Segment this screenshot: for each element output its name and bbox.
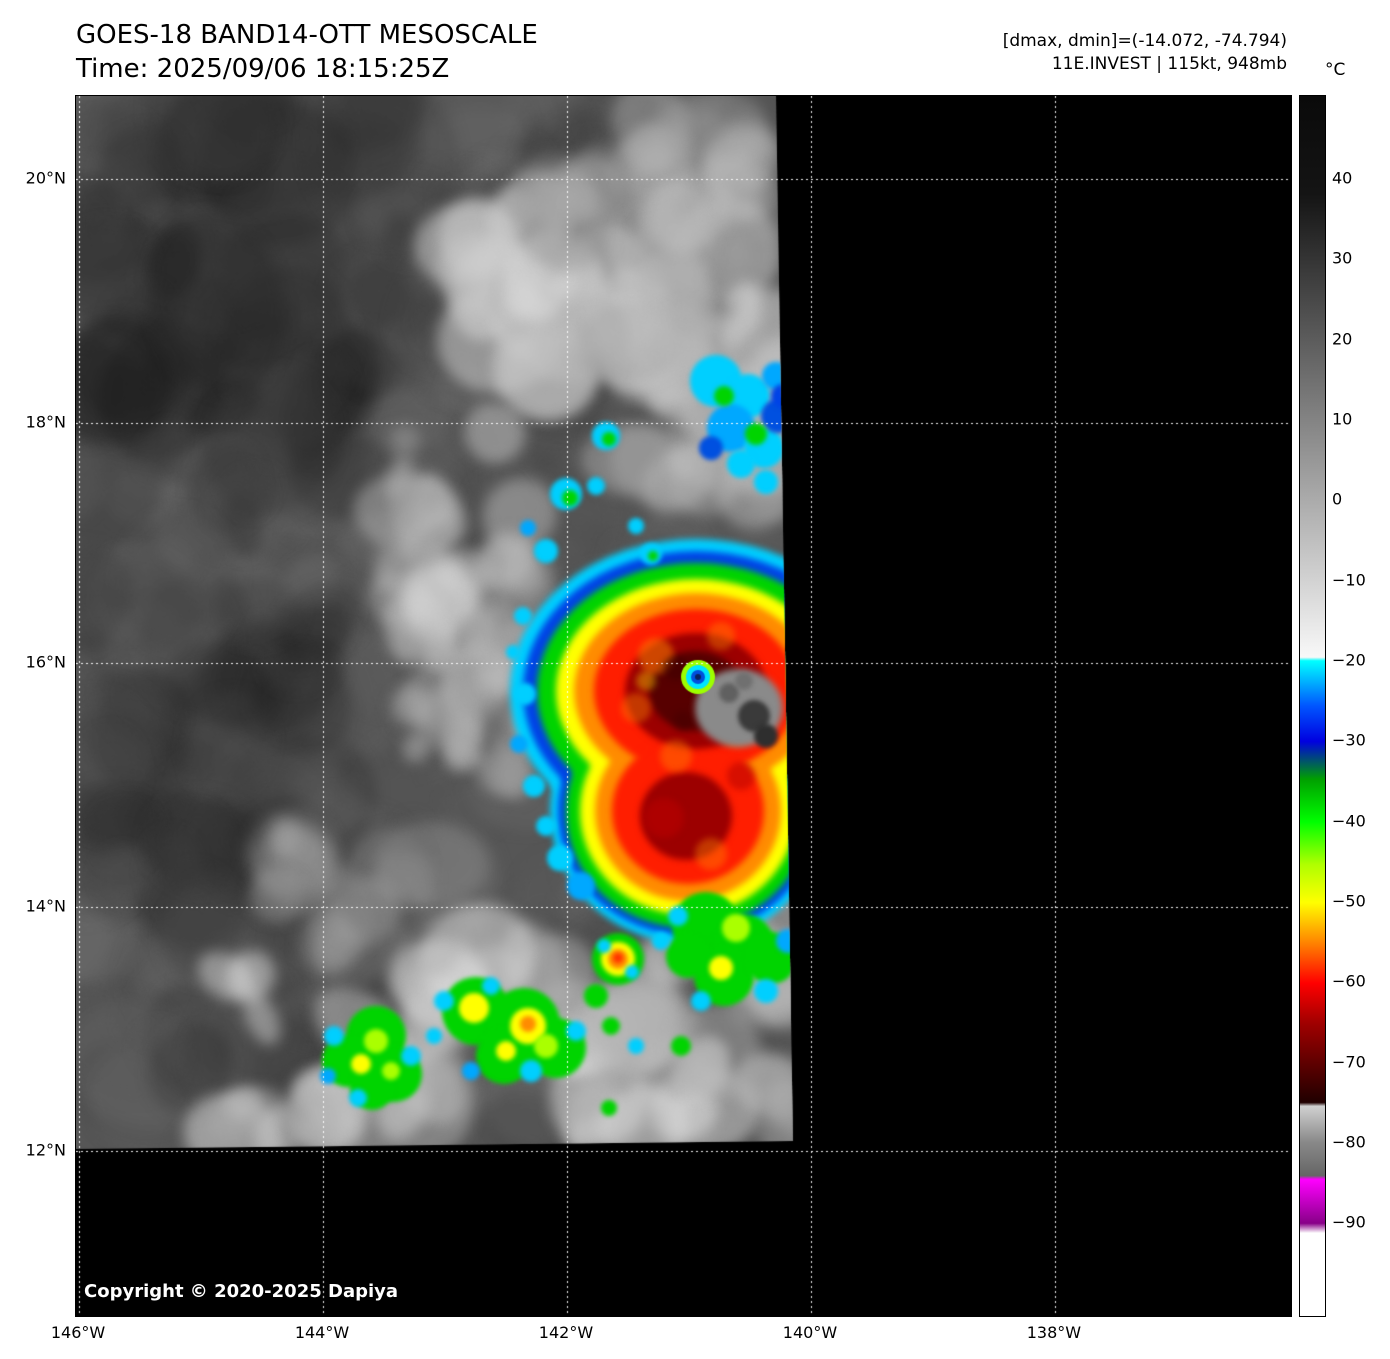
lon-tick-label: 144°W (294, 1323, 350, 1342)
colorbar-tick-label: 20 (1332, 329, 1353, 349)
lon-tick-label: 146°W (50, 1323, 106, 1342)
colorbar (1299, 95, 1326, 1317)
page-title: GOES-18 BAND14-OTT MESOSCALE (76, 20, 538, 50)
timestamp: Time: 2025/09/06 18:15:25Z (76, 54, 450, 84)
colorbar-unit-label: °C (1325, 60, 1346, 80)
lon-tick-label: 142°W (538, 1323, 594, 1342)
colorbar-tick-label: 40 (1332, 168, 1353, 188)
lon-tick-label: 140°W (782, 1323, 838, 1342)
colorbar-tick-label: −80 (1332, 1132, 1366, 1152)
colorbar-tick-label: −60 (1332, 971, 1366, 991)
colorbar-tick-label: −40 (1332, 811, 1366, 831)
copyright-text: Copyright © 2020-2025 Dapiya (84, 1281, 399, 1302)
colorbar-tick-label: 0 (1332, 489, 1343, 509)
colorbar-tick-label: −70 (1332, 1052, 1366, 1072)
storm-annotation: 11E.INVEST | 115kt, 948mb (1051, 54, 1287, 74)
lat-tick-label: 18°N (25, 412, 66, 432)
lat-tick-label: 16°N (25, 652, 66, 672)
lon-tick-label: 138°W (1026, 1323, 1082, 1342)
satellite-image-canvas (76, 96, 1291, 1316)
map-plot: Copyright © 2020-2025 Dapiya (75, 95, 1292, 1317)
colorbar-tick-label: −90 (1332, 1212, 1366, 1232)
colorbar-tick-label: −30 (1332, 730, 1366, 750)
colorbar-tick-label: −20 (1332, 650, 1366, 670)
annotation-block: [dmax, dmin]=(-14.072, -74.794) 11E.INVE… (1003, 30, 1287, 76)
colorbar-tick-label: −10 (1332, 570, 1366, 590)
colorbar-tick-label: 10 (1332, 409, 1353, 429)
lat-tick-label: 20°N (25, 168, 66, 188)
lat-tick-label: 12°N (25, 1140, 66, 1160)
lat-tick-label: 14°N (25, 896, 66, 916)
range-annotation: [dmax, dmin]=(-14.072, -74.794) (1002, 31, 1287, 51)
colorbar-tick-label: 30 (1332, 248, 1353, 268)
colorbar-tick-label: −50 (1332, 891, 1366, 911)
